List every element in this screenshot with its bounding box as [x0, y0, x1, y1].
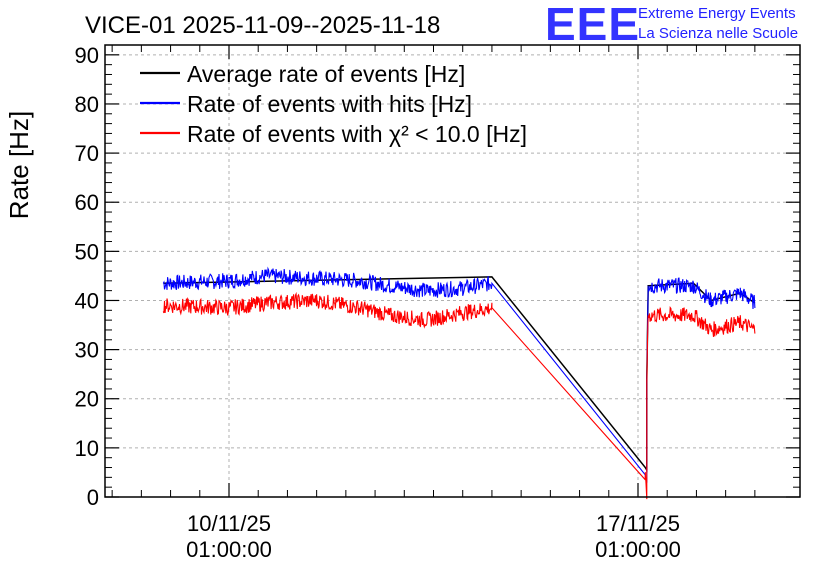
series-line — [162, 266, 756, 483]
y-tick-label: 0 — [87, 485, 99, 510]
series-2 — [162, 291, 756, 500]
y-tick-label: 70 — [75, 141, 99, 166]
legend-label: Rate of events with χ² < 10.0 [Hz] — [187, 121, 527, 147]
y-tick-label: 50 — [75, 239, 99, 264]
logo-line-2: La Scienza nelle Scuole — [638, 25, 799, 42]
y-tick-label: 40 — [75, 288, 99, 313]
y-axis: 0 10 20 30 40 50 60 70 80 90 — [75, 43, 800, 510]
grid — [105, 45, 800, 497]
eee-logo: EEE — [545, 0, 641, 50]
y-tick-label: 90 — [75, 43, 99, 68]
logo-line-1: Extreme Energy Events — [638, 5, 796, 22]
x-tick-label-date: 17/11/25 — [596, 511, 680, 536]
y-tick-label: 30 — [75, 338, 99, 363]
series-1 — [162, 266, 756, 483]
x-tick-label-date: 10/11/25 — [187, 511, 271, 536]
legend: Average rate of events [Hz] Rate of event… — [140, 61, 527, 147]
legend-label: Rate of events with hits [Hz] — [187, 91, 472, 117]
series-line — [162, 291, 756, 500]
y-tick-label: 60 — [75, 190, 99, 215]
chart-title: VICE-01 2025-11-09--2025-11-18 — [85, 12, 440, 39]
x-tick-label-time: 01:00:00 — [186, 537, 272, 562]
legend-label: Average rate of events [Hz] — [187, 61, 465, 87]
y-tick-label: 10 — [75, 436, 99, 461]
y-tick-label: 20 — [75, 387, 99, 412]
series-group — [162, 266, 756, 500]
y-tick-label: 80 — [75, 92, 99, 117]
y-axis-label: Rate [Hz] — [4, 111, 34, 219]
x-tick-label-time: 01:00:00 — [595, 537, 681, 562]
